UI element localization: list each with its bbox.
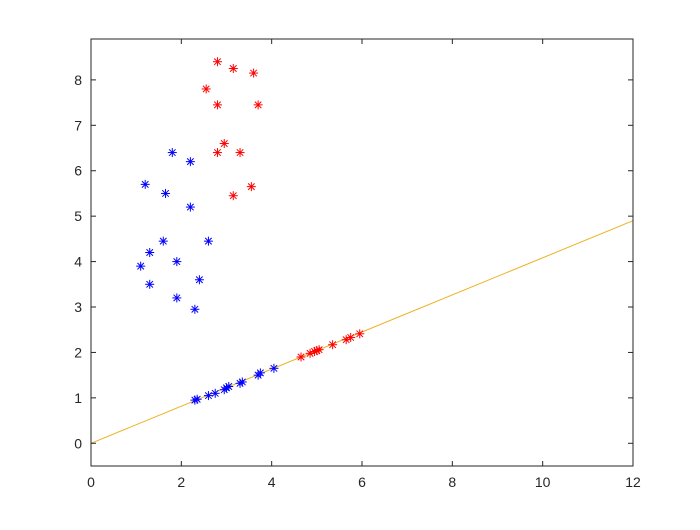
data-point bbox=[145, 279, 155, 289]
data-point bbox=[341, 335, 351, 345]
plot-background bbox=[91, 39, 633, 466]
data-point bbox=[203, 391, 213, 401]
data-point bbox=[212, 148, 222, 158]
data-point bbox=[219, 138, 229, 148]
y-tick-label: 0 bbox=[74, 435, 82, 451]
data-point bbox=[228, 191, 238, 201]
data-point bbox=[210, 388, 220, 398]
data-point bbox=[255, 368, 265, 378]
y-tick-label: 2 bbox=[74, 344, 82, 360]
data-point bbox=[136, 261, 146, 271]
y-tick-label: 4 bbox=[74, 254, 82, 270]
data-point bbox=[190, 304, 200, 314]
data-point bbox=[194, 275, 204, 285]
data-point bbox=[296, 352, 306, 362]
x-tick-label: 12 bbox=[625, 474, 641, 490]
y-tick-label: 8 bbox=[74, 72, 82, 88]
data-point bbox=[212, 100, 222, 110]
data-point bbox=[346, 332, 356, 342]
data-point bbox=[161, 188, 171, 198]
data-point bbox=[167, 148, 177, 158]
data-point bbox=[185, 202, 195, 212]
data-point bbox=[328, 340, 338, 350]
x-tick-label: 10 bbox=[535, 474, 551, 490]
x-tick-label: 0 bbox=[87, 474, 95, 490]
x-tick-label: 2 bbox=[177, 474, 185, 490]
data-point bbox=[185, 157, 195, 167]
data-point bbox=[237, 377, 247, 387]
data-point bbox=[203, 236, 213, 246]
x-tick-label: 4 bbox=[268, 474, 276, 490]
data-point bbox=[269, 363, 279, 373]
y-tick-label: 1 bbox=[74, 390, 82, 406]
data-point bbox=[140, 179, 150, 189]
y-tick-label: 3 bbox=[74, 299, 82, 315]
plot-frame bbox=[90, 38, 634, 467]
data-point bbox=[172, 293, 182, 303]
x-tick-label: 6 bbox=[358, 474, 366, 490]
data-point bbox=[192, 394, 202, 404]
y-tick-label: 6 bbox=[74, 163, 82, 179]
data-point bbox=[249, 68, 259, 78]
data-point bbox=[355, 329, 365, 339]
y-tick-label: 7 bbox=[74, 117, 82, 133]
chart-marks bbox=[90, 57, 634, 444]
data-point bbox=[158, 236, 168, 246]
y-tick-label: 5 bbox=[74, 208, 82, 224]
data-point bbox=[314, 345, 324, 355]
data-point bbox=[172, 257, 182, 267]
data-point bbox=[201, 84, 211, 94]
data-point bbox=[224, 382, 234, 392]
data-point bbox=[145, 248, 155, 257]
data-point bbox=[228, 64, 238, 74]
data-point bbox=[212, 57, 222, 67]
data-point bbox=[246, 182, 256, 192]
data-point bbox=[235, 148, 245, 158]
data-point bbox=[253, 100, 263, 110]
x-tick-label: 8 bbox=[448, 474, 456, 490]
